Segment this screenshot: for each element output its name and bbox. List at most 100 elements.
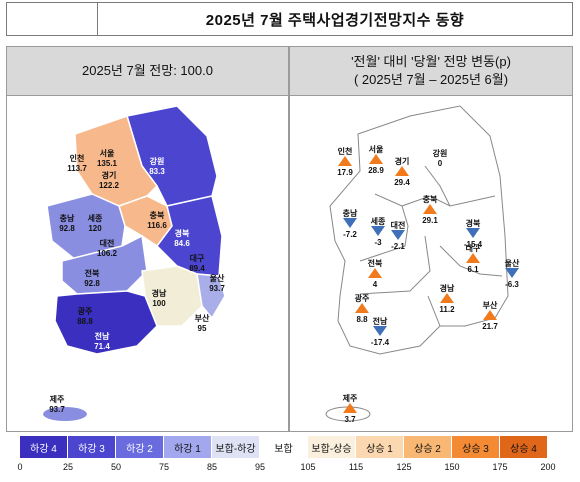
legend-cell: 하강 2 (116, 436, 164, 458)
region-index-value: 113.7 (67, 164, 87, 173)
region-name-label: 서울 (100, 148, 115, 158)
region-change-value: 3.7 (344, 415, 356, 424)
up-triangle-icon (343, 403, 357, 413)
legend-tick-label: 150 (444, 462, 460, 472)
down-triangle-icon (391, 230, 405, 240)
region-index-value: 122.2 (99, 181, 120, 190)
page-title-text: 2025년 7월 주택사업경기전망지수 동향 (205, 11, 465, 29)
outline-internal (359, 165, 503, 327)
region-change-value: -7.2 (343, 230, 357, 239)
down-triangle-icon (505, 268, 519, 278)
down-triangle-icon (373, 326, 387, 336)
region-index-value: 106.2 (97, 249, 118, 258)
region-name-label: 충북 (150, 210, 165, 220)
region-index-value: 89.4 (189, 264, 205, 273)
up-triangle-icon (440, 293, 454, 303)
up-triangle-icon (483, 310, 497, 320)
region-name-label: 전북 (85, 268, 100, 278)
region-change-value: 6.1 (467, 265, 479, 274)
region-name-label: 서울 (369, 144, 384, 154)
region-index-value: 92.8 (84, 279, 100, 288)
region-name-label: 경북 (175, 228, 190, 238)
region-name-label: 대전 (100, 238, 115, 248)
region-name-label: 전남 (95, 331, 110, 341)
region-name-label: 제주 (343, 393, 358, 403)
legend-tick-label: 115 (348, 462, 364, 472)
legend-cell: 상승 3 (452, 436, 500, 458)
region-name-label: 광주 (78, 306, 93, 316)
region-name-label: 경남 (440, 283, 455, 293)
legend-cell: 보합-상승 (308, 436, 356, 458)
outline-mainland (329, 105, 509, 355)
up-triangle-icon (338, 156, 352, 166)
region-name-label: 전남 (373, 316, 388, 326)
region-index-value: 95 (198, 324, 207, 333)
region-name-label: 세종 (88, 213, 103, 223)
change-map: 서울 28.9 인천 17.9 경기 29.4 강원0 충북 29.1 충남 -7.2 세종 -3 대전 -… (325, 105, 520, 424)
legend-tick-label: 50 (110, 462, 122, 472)
region-name-label: 부산 (483, 300, 498, 310)
region-name-label: 울산 (210, 273, 225, 283)
region-name-label: 경북 (466, 218, 481, 228)
title-side-box (6, 2, 98, 36)
down-triangle-icon (371, 226, 385, 236)
color-legend: 하강 4 하강 3 하강 2 하강 1 보합-하강 보합 보합-상승 상승 1 상승 2 상승 3… (20, 436, 548, 458)
legend-ticks: 0 25 50 75 85 95 105 115 125 150 175 200 (0, 462, 580, 476)
region-index-value: 120 (88, 224, 102, 233)
region-change-value: 17.9 (337, 168, 353, 177)
region-index-value: 93.7 (49, 405, 65, 414)
region-name-label: 제주 (50, 394, 65, 404)
legend-tick-label: 75 (158, 462, 170, 472)
region-name-label: 인천 (70, 153, 85, 163)
region-change-value: 8.8 (356, 315, 368, 324)
region-index-value: 93.7 (209, 284, 225, 293)
legend-cell: 상승 1 (356, 436, 404, 458)
legend-tick-label: 200 (540, 462, 556, 472)
region-name-label: 강원 (433, 148, 448, 158)
region-index-value: 92.8 (59, 224, 75, 233)
region-busan (196, 273, 226, 320)
region-change-value: -2.1 (391, 242, 405, 251)
up-triangle-icon (395, 166, 409, 176)
region-name-label: 대전 (391, 220, 406, 230)
region-name-label: 인천 (338, 146, 353, 156)
region-change-value: 11.2 (439, 305, 455, 314)
legend-cell: 하강 4 (20, 436, 68, 458)
region-name-label: 대구 (190, 253, 205, 263)
region-name-label: 충남 (60, 213, 75, 223)
right-panel-heading: '전월' 대비 '당월' 전망 변동(p) ( 2025년 7월 – 2025년… (289, 46, 573, 96)
region-index-value: 135.1 (97, 159, 118, 168)
legend-tick-label: 85 (206, 462, 218, 472)
region-jeju (43, 407, 87, 421)
legend-cell: 상승 4 (500, 436, 548, 458)
legend-cell: 보합-하강 (212, 436, 260, 458)
left-panel-heading-text: 2025년 7월 전망: 100.0 (82, 63, 213, 78)
region-name-label: 경남 (152, 288, 167, 298)
up-triangle-icon (466, 253, 480, 263)
down-triangle-icon (466, 228, 480, 238)
legend-tick-label: 105 (300, 462, 316, 472)
legend-tick-label: 175 (492, 462, 508, 472)
region-name-label: 충북 (423, 194, 438, 204)
right-panel-map: 서울 28.9 인천 17.9 경기 29.4 강원 0 충북 29.1 충남 -7.2 세종 -3 대전 -… (289, 96, 573, 432)
legend-cell: 보합 (260, 436, 308, 458)
right-panel-heading-line2: ( 2025년 7월 – 2025년 6월) (353, 72, 509, 87)
region-name-label: 경기 (102, 170, 117, 180)
region-index-value: 116.6 (147, 221, 167, 230)
region-name-label: 울산 (505, 258, 520, 268)
legend-cell: 하강 3 (68, 436, 116, 458)
legend-tick-label: 125 (396, 462, 412, 472)
down-triangle-icon (343, 218, 357, 228)
up-triangle-icon (423, 204, 437, 214)
region-index-value: 100 (152, 299, 166, 308)
region-name-label: 세종 (371, 216, 386, 226)
legend-tick-label: 95 (254, 462, 266, 472)
region-change-value: 29.1 (422, 216, 438, 225)
region-change-value: 4 (373, 280, 378, 289)
region-change-value: 0 (438, 159, 443, 168)
region-index-value: 71.4 (94, 342, 110, 351)
region-chungnam (46, 193, 126, 262)
region-change-value: 29.4 (394, 178, 410, 187)
region-index-value: 88.8 (77, 317, 93, 326)
region-change-value: 28.9 (368, 166, 384, 175)
